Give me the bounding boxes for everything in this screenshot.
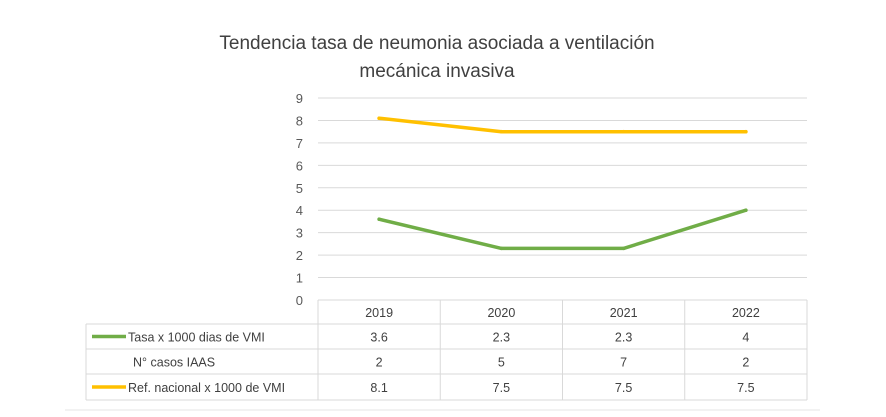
- data-label: 2: [742, 356, 749, 370]
- y-axis-ticks: 0 1 2 3 4 5 6 7 8 9: [296, 91, 303, 308]
- data-point: [499, 129, 504, 134]
- data-point: [377, 116, 381, 120]
- data-point: [621, 129, 626, 134]
- series-line: [377, 116, 748, 134]
- data-label: 2: [376, 356, 383, 370]
- x-tick-label: 2022: [732, 306, 760, 320]
- data-label: 7.5: [737, 381, 754, 395]
- y-tick-label: 9: [296, 91, 303, 106]
- y-tick-label: 5: [296, 181, 303, 196]
- data-label: 4: [742, 331, 749, 345]
- data-label: 7: [620, 356, 627, 370]
- data-point: [744, 129, 748, 134]
- x-tick-label: 2021: [610, 306, 638, 320]
- data-label: 2.3: [615, 331, 632, 345]
- y-tick-label: 3: [296, 226, 303, 241]
- data-point: [621, 246, 626, 251]
- chart-title-line-2: mecánica invasiva: [359, 61, 515, 82]
- data-label: 5: [498, 356, 505, 370]
- x-tick-label: 2020: [487, 306, 515, 320]
- data-label: 7.5: [615, 381, 632, 395]
- data-table: 2019 2020 2021 2022 Tasa x 1000 dias de VMI 3…: [85, 299, 808, 401]
- data-point: [377, 217, 381, 221]
- series-lines: [377, 116, 748, 251]
- series-line: [377, 208, 748, 251]
- y-tick-label: 1: [296, 271, 303, 286]
- y-tick-label: 6: [296, 158, 303, 173]
- x-tick-label: 2019: [365, 306, 393, 320]
- y-tick-label: 0: [296, 293, 303, 308]
- y-tick-label: 2: [296, 248, 303, 263]
- series-name: Ref. nacional x 1000 de VMI: [128, 381, 285, 395]
- chart-title-line-1: Tendencia tasa de neumonia asociada a ve…: [219, 33, 654, 54]
- data-label: 3.6: [370, 331, 387, 345]
- y-tick-label: 8: [296, 113, 303, 128]
- series-name: Tasa x 1000 dias de VMI: [128, 331, 265, 345]
- y-tick-label: 4: [296, 203, 303, 218]
- data-label: 8.1: [370, 381, 387, 395]
- data-point: [499, 246, 504, 251]
- data-label: 7.5: [493, 381, 510, 395]
- y-tick-label: 7: [296, 136, 303, 151]
- data-point: [744, 208, 748, 212]
- gridlines: [318, 97, 807, 279]
- series-name: N° casos IAAS: [133, 356, 215, 370]
- data-label: 2.3: [493, 331, 510, 345]
